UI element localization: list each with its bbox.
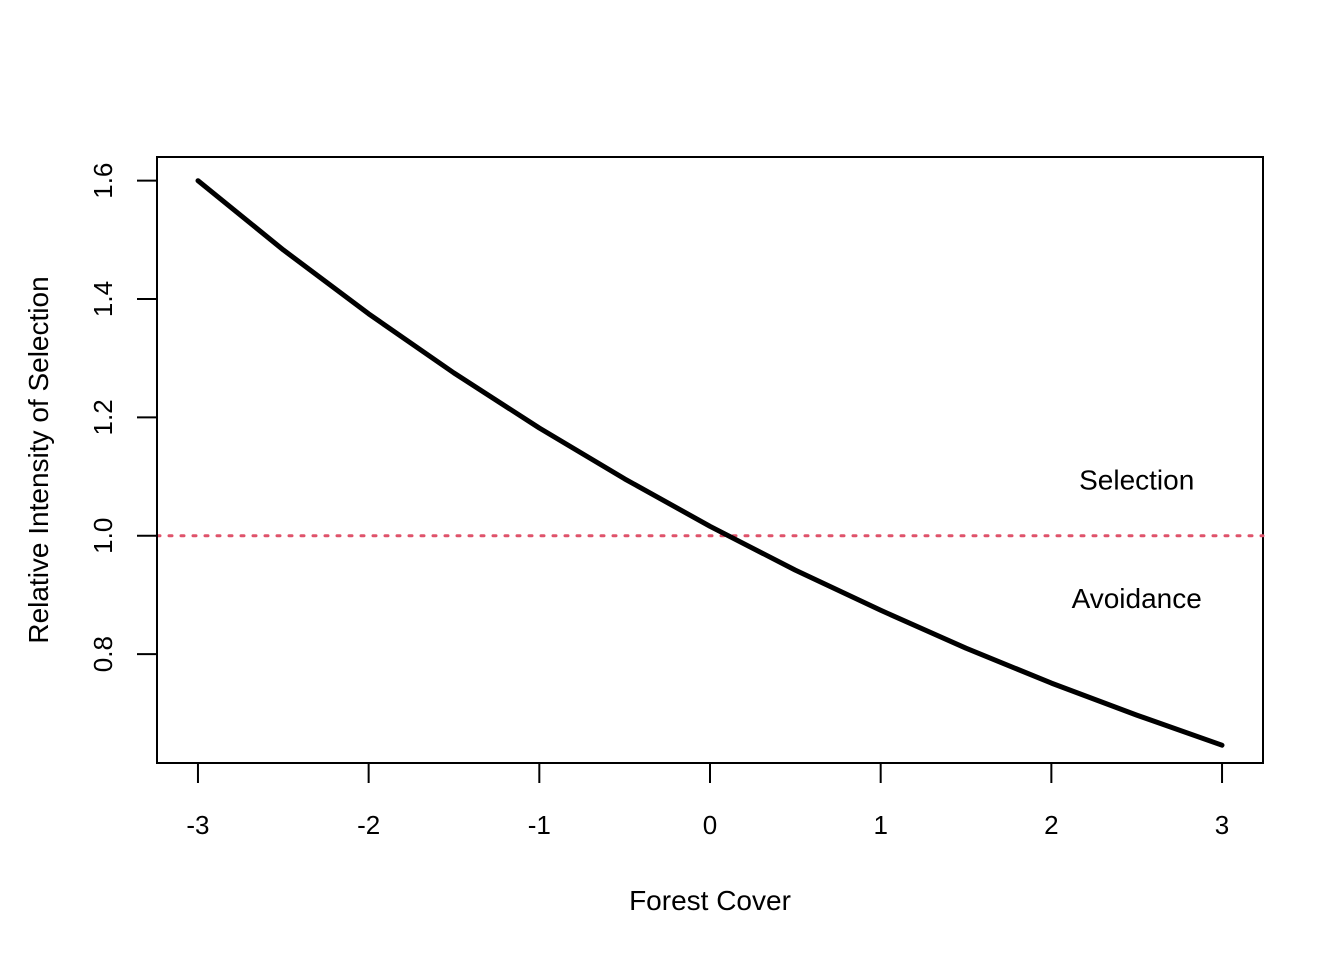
annotation-selection: Selection xyxy=(1079,465,1194,496)
annotation-avoidance: Avoidance xyxy=(1072,583,1202,614)
x-tick-label: -2 xyxy=(357,810,380,840)
x-axis-title: Forest Cover xyxy=(629,885,791,916)
x-tick-label: -3 xyxy=(186,810,209,840)
y-tick-label: 1.2 xyxy=(88,399,118,435)
y-tick-label: 1.6 xyxy=(88,163,118,199)
x-tick-label: -1 xyxy=(528,810,551,840)
x-tick-label: 3 xyxy=(1215,810,1229,840)
y-axis-title: Relative Intensity of Selection xyxy=(23,276,54,643)
plot-frame xyxy=(156,156,1264,764)
y-tick-label: 1.4 xyxy=(88,281,118,317)
y-tick-label: 1.0 xyxy=(88,518,118,554)
y-tick-label: 0.8 xyxy=(88,636,118,672)
series-line xyxy=(195,178,1225,748)
x-tick-label: 2 xyxy=(1044,810,1058,840)
y-axis: 0.8 1.0 1.2 1.4 1.6 xyxy=(88,163,158,672)
annotations: Selection Avoidance xyxy=(1072,465,1202,614)
x-tick-label: 1 xyxy=(873,810,887,840)
x-tick-label: 0 xyxy=(703,810,717,840)
x-axis: -3 -2 -1 0 1 2 3 xyxy=(186,762,1229,840)
